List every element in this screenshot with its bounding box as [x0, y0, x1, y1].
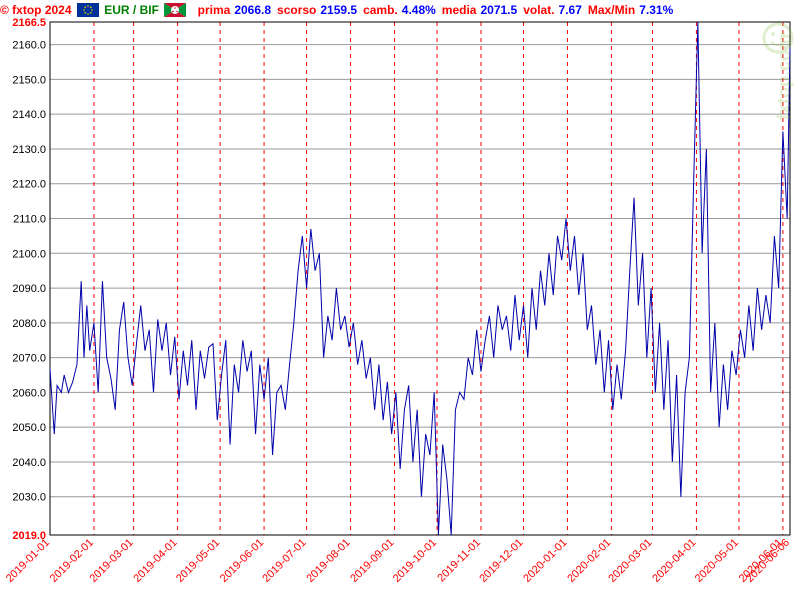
y-tick-label: 2090.0 [12, 283, 46, 295]
x-tick-label: 2020-01-01 [521, 537, 569, 585]
stat-label: prima [198, 3, 231, 17]
x-tick-label: 2020-04-01 [650, 537, 698, 585]
burundi-flag-icon [164, 3, 186, 17]
x-tick-label: 2019-06-01 [218, 537, 266, 585]
x-tick-label: 2019-04-01 [131, 537, 179, 585]
y-tick-label: 2120.0 [12, 179, 46, 191]
x-tick-label: 2019-10-01 [391, 537, 439, 585]
x-tick-label: 2019-05-01 [174, 537, 222, 585]
x-tick-label: 2019-07-01 [260, 537, 308, 585]
stat-value: 2066.8 [234, 3, 271, 17]
stat-label: media [442, 3, 477, 17]
y-tick-label: 2150.0 [12, 74, 46, 86]
currency-from: EUR [104, 3, 129, 17]
chart-container: © fxtop 2024 EUR / BIF prima2066.8 scorso… [0, 0, 800, 600]
chart-header: © fxtop 2024 EUR / BIF prima2066.8 scorso… [0, 2, 800, 22]
copyright-text: © fxtop 2024 [0, 3, 72, 17]
x-tick-label: 2019-12-01 [477, 537, 525, 585]
stat-value: 2159.5 [320, 3, 357, 17]
watermark: fxtop.com [764, 24, 794, 120]
stat-label: camb. [363, 3, 398, 17]
currency-to: BIF [140, 3, 159, 17]
stat-value: 2071.5 [480, 3, 517, 17]
chart-svg: 2030.0 2040.0 2050.0 2060.0 2070.0 2080.0 2090… [0, 0, 800, 600]
x-tick-label: 2019-11-01 [435, 537, 483, 585]
eu-flag-icon [77, 3, 99, 17]
y-tick-label: 2140.0 [12, 109, 46, 121]
stats-container: prima2066.8 scorso 2159.5 camb. 4.48% media20… [192, 2, 674, 16]
price-series [50, 22, 790, 535]
y-tick-label: 2060.0 [12, 387, 46, 399]
stat-label: volat. [523, 3, 554, 17]
y-tick-label: 2110.0 [13, 214, 46, 226]
y-tick-label: 2030.0 [12, 492, 46, 504]
stat-value: 4.48% [402, 3, 436, 17]
y-tick-label: 2050.0 [12, 422, 46, 434]
y-tick-label: 2080.0 [12, 318, 46, 330]
stat-value: 7.67 [559, 3, 582, 17]
stat-label: scorso [277, 3, 316, 17]
y-tick-label: 2040.0 [12, 457, 46, 469]
stat-value: 7.31% [639, 3, 673, 17]
x-tick-label: 2019-09-01 [348, 537, 396, 585]
y-tick-label: 2160.0 [12, 40, 46, 52]
x-tick-label: 2019-01-01 [4, 537, 52, 585]
x-tick-label: 2019-08-01 [304, 537, 352, 585]
y-tick-label: 2070.0 [12, 353, 46, 365]
y-tick-label: 2130.0 [12, 144, 46, 156]
svg-text:fxtop.com: fxtop.com [774, 34, 794, 120]
y-tick-label: 2100.0 [12, 248, 46, 260]
x-tick-label: 2020-05-01 [693, 537, 741, 585]
x-tick-label: 2020-03-01 [606, 537, 654, 585]
stat-label: Max/Min [588, 3, 635, 17]
currency-separator: / [133, 3, 136, 17]
